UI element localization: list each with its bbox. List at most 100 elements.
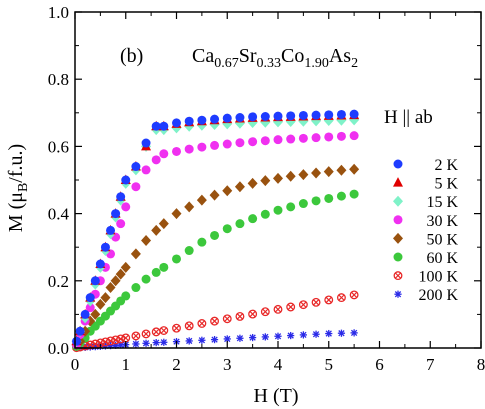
data-point — [115, 268, 126, 280]
legend-label: 60 K — [426, 250, 458, 267]
legend-marker — [393, 215, 403, 225]
data-point — [72, 336, 82, 346]
data-point — [85, 303, 95, 313]
data-point — [131, 283, 141, 293]
data-point — [298, 199, 308, 209]
data-point — [197, 319, 207, 328]
data-point — [141, 274, 151, 284]
data-point — [184, 246, 194, 256]
data-point — [210, 316, 220, 326]
legend-marker — [393, 232, 403, 244]
data-point — [349, 131, 359, 141]
data-point — [311, 196, 321, 206]
x-tick-label: 5 — [325, 355, 334, 374]
data-point — [111, 209, 121, 219]
data-point — [248, 137, 258, 147]
data-point — [159, 121, 169, 131]
data-point — [349, 189, 359, 199]
data-point — [234, 181, 245, 193]
data-point — [210, 114, 220, 124]
data-point — [285, 170, 296, 182]
data-point — [185, 337, 193, 345]
data-point — [85, 293, 95, 303]
data-point — [90, 276, 100, 286]
data-point — [75, 326, 85, 336]
data-point — [172, 323, 181, 333]
data-point — [141, 138, 151, 148]
x-tick-label: 2 — [172, 355, 181, 374]
data-point — [273, 205, 283, 215]
y-axis-label: M (μB/f.u.) — [5, 144, 31, 232]
data-point — [132, 340, 140, 348]
data-point — [236, 334, 244, 342]
legend-marker — [393, 195, 403, 207]
data-point — [210, 230, 220, 240]
data-point — [261, 333, 269, 341]
legend-label: 15 K — [426, 194, 458, 211]
data-point — [222, 185, 233, 197]
data-point — [273, 135, 283, 145]
legend-marker — [393, 252, 403, 262]
data-point — [248, 214, 258, 224]
data-point — [311, 110, 321, 120]
legend-label: 5 K — [434, 176, 458, 193]
data-point — [159, 262, 169, 272]
data-point — [142, 339, 150, 347]
legend-label: 2 K — [434, 157, 458, 174]
series-30k — [72, 131, 359, 350]
legend-marker — [393, 177, 403, 187]
legend-label: 100 K — [418, 269, 458, 286]
data-point — [274, 332, 282, 340]
data-point — [286, 111, 296, 121]
data-point — [184, 321, 194, 331]
data-point — [323, 166, 334, 178]
data-point — [260, 175, 271, 187]
data-point — [286, 202, 296, 212]
data-point — [151, 224, 162, 236]
data-point — [222, 139, 232, 149]
data-point — [325, 329, 333, 338]
data-point — [130, 248, 141, 260]
data-point — [222, 314, 232, 324]
data-point — [324, 110, 334, 120]
data-point — [248, 309, 258, 319]
data-point — [298, 300, 308, 310]
data-point — [197, 115, 207, 125]
data-point — [152, 339, 160, 347]
data-point — [210, 140, 220, 150]
field-direction-label: H || ab — [384, 107, 433, 128]
y-tick-label: 0.8 — [48, 70, 69, 89]
x-tick-label: 8 — [477, 355, 485, 374]
legend-marker — [394, 290, 402, 298]
data-point — [100, 242, 110, 252]
data-point — [210, 336, 219, 344]
data-point — [95, 259, 105, 269]
data-point — [311, 133, 321, 143]
data-point — [247, 177, 258, 189]
panel-label: (b) — [120, 45, 143, 67]
data-point — [350, 329, 358, 337]
data-point — [141, 234, 152, 246]
data-point — [141, 165, 151, 175]
data-marks — [71, 109, 360, 353]
data-point — [286, 302, 296, 312]
y-tick-label: 0.6 — [48, 137, 69, 156]
data-point — [172, 146, 181, 156]
y-tick-label: 0.2 — [48, 272, 69, 291]
data-point — [158, 218, 169, 230]
y-tick-label: 1.0 — [48, 3, 69, 22]
data-point — [141, 329, 151, 339]
data-point — [273, 111, 283, 121]
data-point — [184, 116, 194, 126]
data-point — [336, 109, 346, 119]
data-point — [222, 113, 232, 123]
legend-marker — [393, 271, 403, 281]
data-point — [260, 111, 270, 121]
data-point — [209, 189, 220, 201]
y-tick-label: 0.4 — [48, 205, 70, 224]
x-tick-label: 6 — [375, 355, 384, 374]
data-point — [337, 329, 346, 337]
data-point — [324, 193, 334, 203]
data-point — [105, 282, 116, 294]
